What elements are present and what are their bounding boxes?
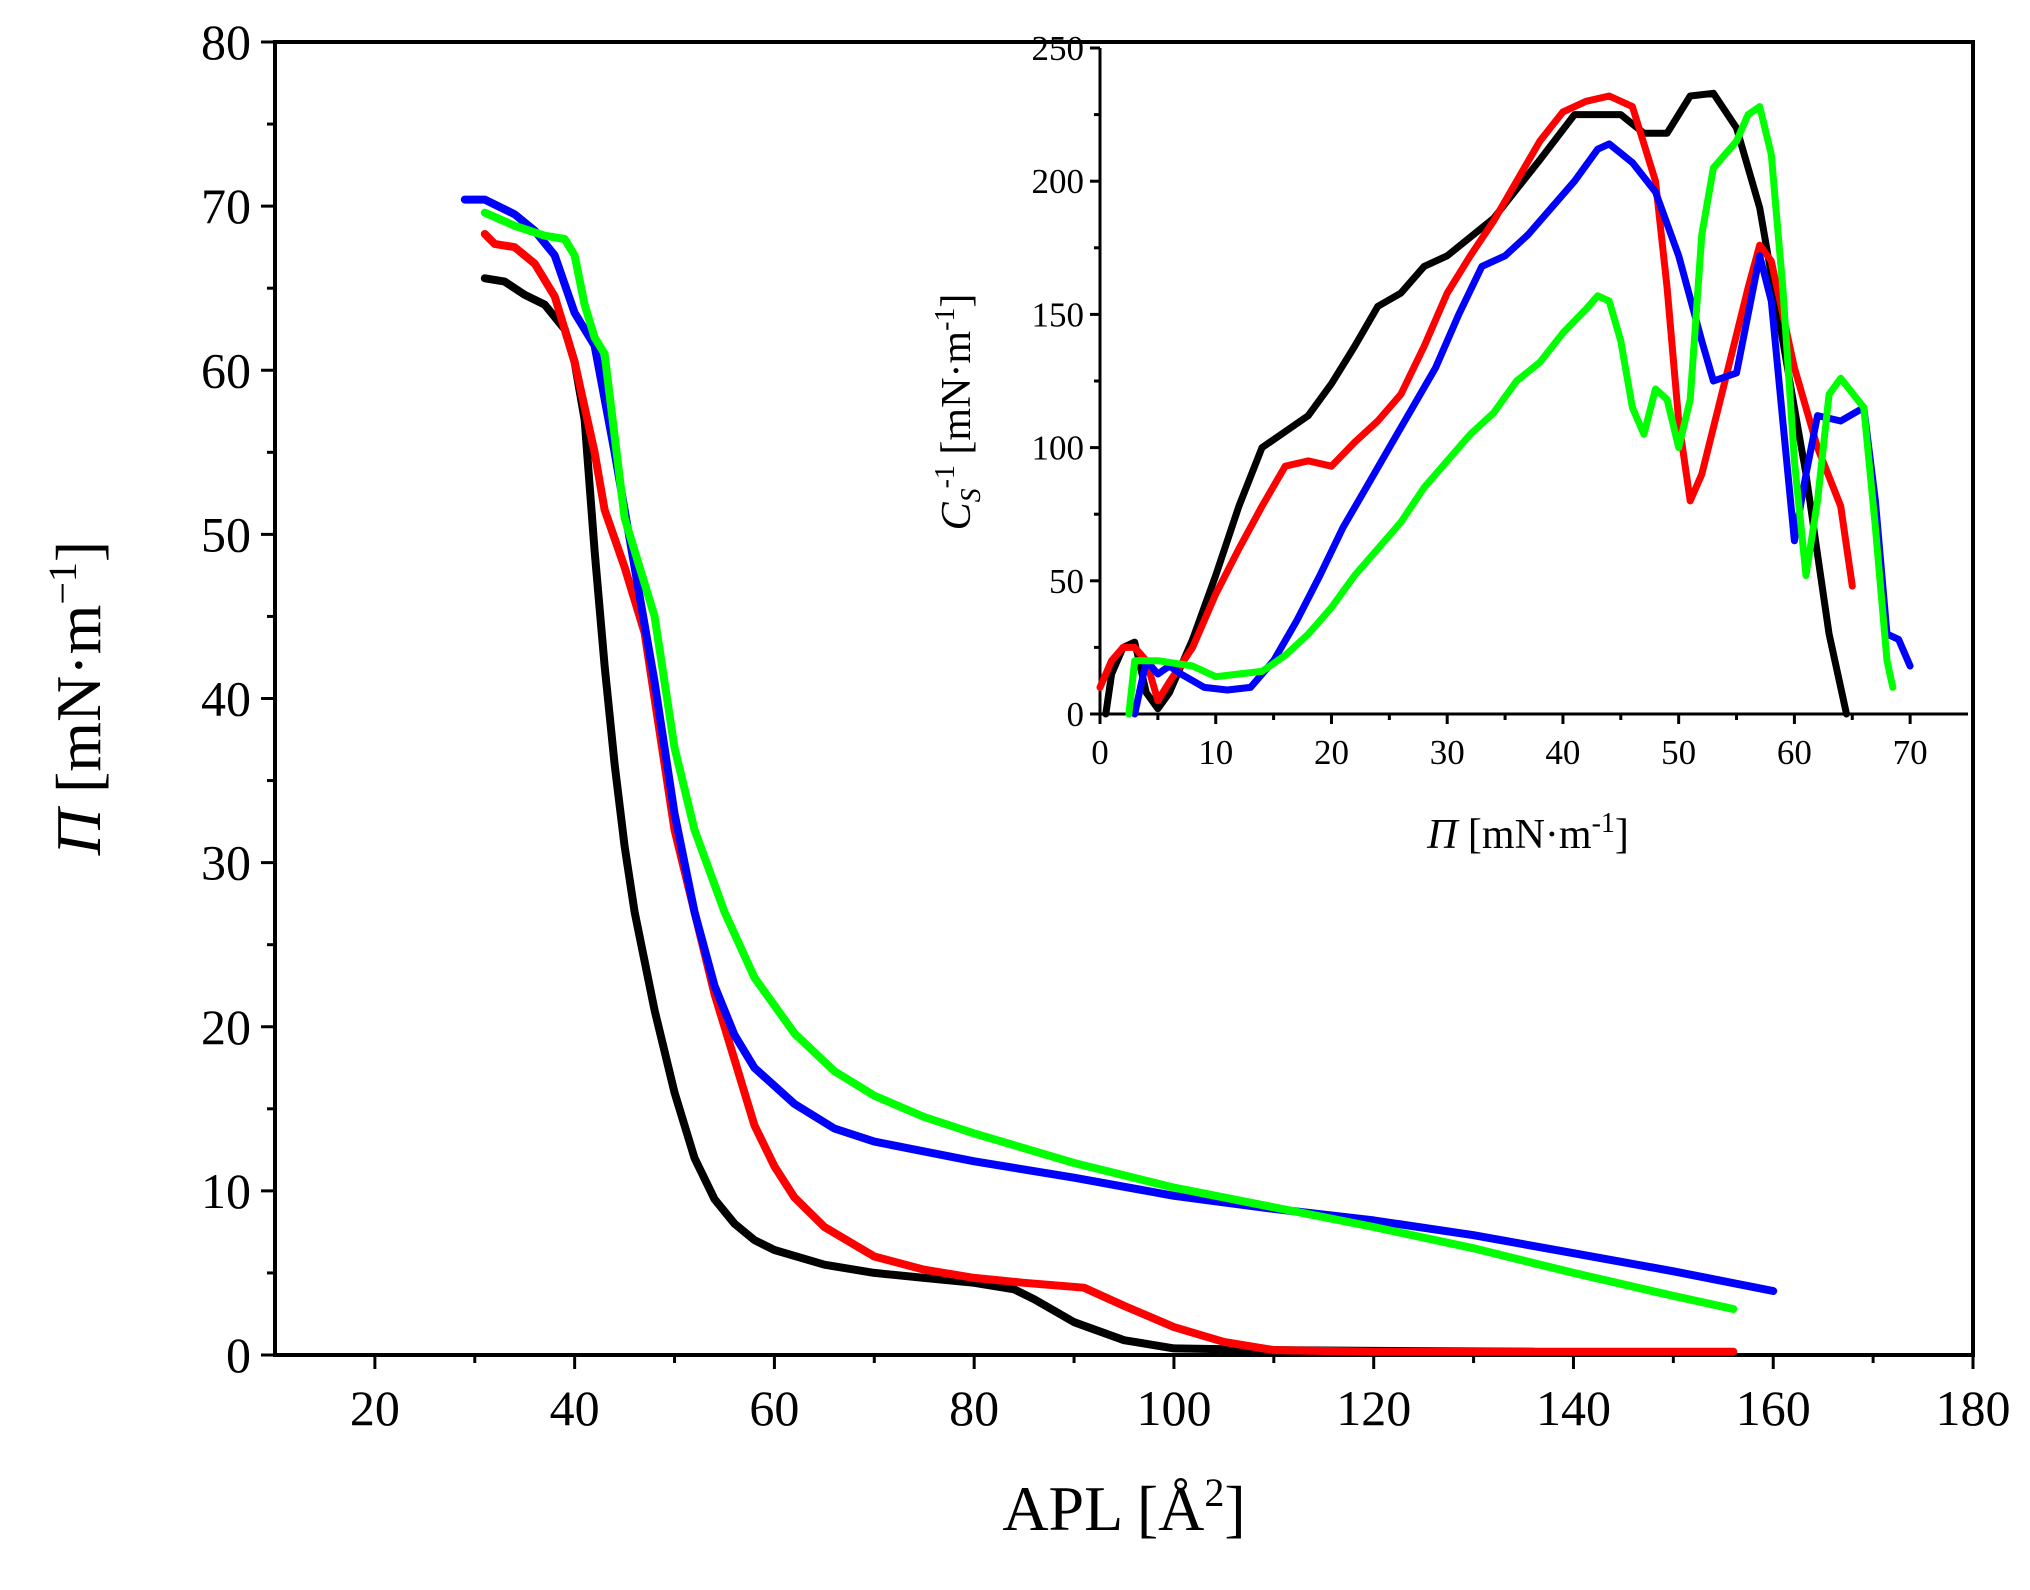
inset-x-tick-label: 30 [1430,733,1465,772]
main-plot: 20 40 60 80 100 120 140 160 18001020304050607080… [40,14,2011,1544]
main-x-tick-label: 20 [350,1380,400,1436]
main-plot-frame [273,40,1975,1357]
main-y-tick-label: 10 [201,1163,251,1219]
main-y-tick-label: 30 [201,835,251,891]
inset-x-tick-label: 10 [1198,733,1233,772]
main-x-tick-label: 180 [1936,1380,2011,1436]
main-y-tick-label: 20 [201,999,251,1055]
inset-x-tick-label: 70 [1893,733,1928,772]
inset-x-tick-label: 0 [1091,733,1109,772]
main-series-black [480,274,1538,1356]
main-x-tick-label: 80 [949,1380,999,1436]
inset-plot: 0 10 20 30 40 50 60 70 0 50 100 150 200 250 Π [mN·m-1… [930,29,1968,858]
inset-y-tick-label: 100 [1032,429,1085,468]
inset-x-axis-title: Π [mN·m-1] [1426,808,1629,858]
main-y-tick-label: 80 [201,14,251,70]
inset-ticks: 0 10 20 30 40 50 60 70 0 50 100 150 200 250 [1032,29,1928,772]
inset-series-black [1102,89,1850,718]
main-x-tick-label: 60 [749,1380,799,1436]
main-y-tick-label: 60 [201,342,251,398]
inset-series-green [1125,103,1897,718]
inset-y-tick-label: 150 [1032,295,1085,334]
inset-y-axis-title: CS-1 [mN·m-1] [930,294,987,531]
inset-x-tick-label: 50 [1661,733,1696,772]
inset-series-blue [1131,140,1914,718]
main-x-tick-label: 120 [1336,1380,1411,1436]
inset-y-tick-label: 250 [1032,29,1085,68]
main-y-tick-label: 50 [201,506,251,562]
main-series-green [480,208,1738,1313]
main-series [460,195,1778,1356]
inset-x-tick-label: 40 [1545,733,1580,772]
main-x-tick-label: 40 [550,1380,600,1436]
main-y-tick-label: 40 [201,671,251,727]
main-x-tick-label: 140 [1536,1380,1611,1436]
inset-series [1096,89,1914,718]
main-y-tick-label: 70 [201,178,251,234]
main-x-tick-label: 100 [1136,1380,1211,1436]
inset-y-tick-label: 50 [1049,562,1084,601]
main-y-tick-label: 0 [226,1327,251,1383]
inset-x-tick-label: 60 [1777,733,1812,772]
inset-y-tick-label: 200 [1032,162,1085,201]
inset-y-tick-label: 0 [1067,695,1085,734]
inset-series-red [1096,92,1856,705]
main-series-red [480,230,1738,1356]
main-y-axis-title: Π [mN·m−1] [40,541,114,857]
main-x-axis-title: APL [Å2] [1002,1470,1245,1544]
main-x-tick-label: 160 [1736,1380,1811,1436]
inset-x-tick-label: 20 [1314,733,1349,772]
